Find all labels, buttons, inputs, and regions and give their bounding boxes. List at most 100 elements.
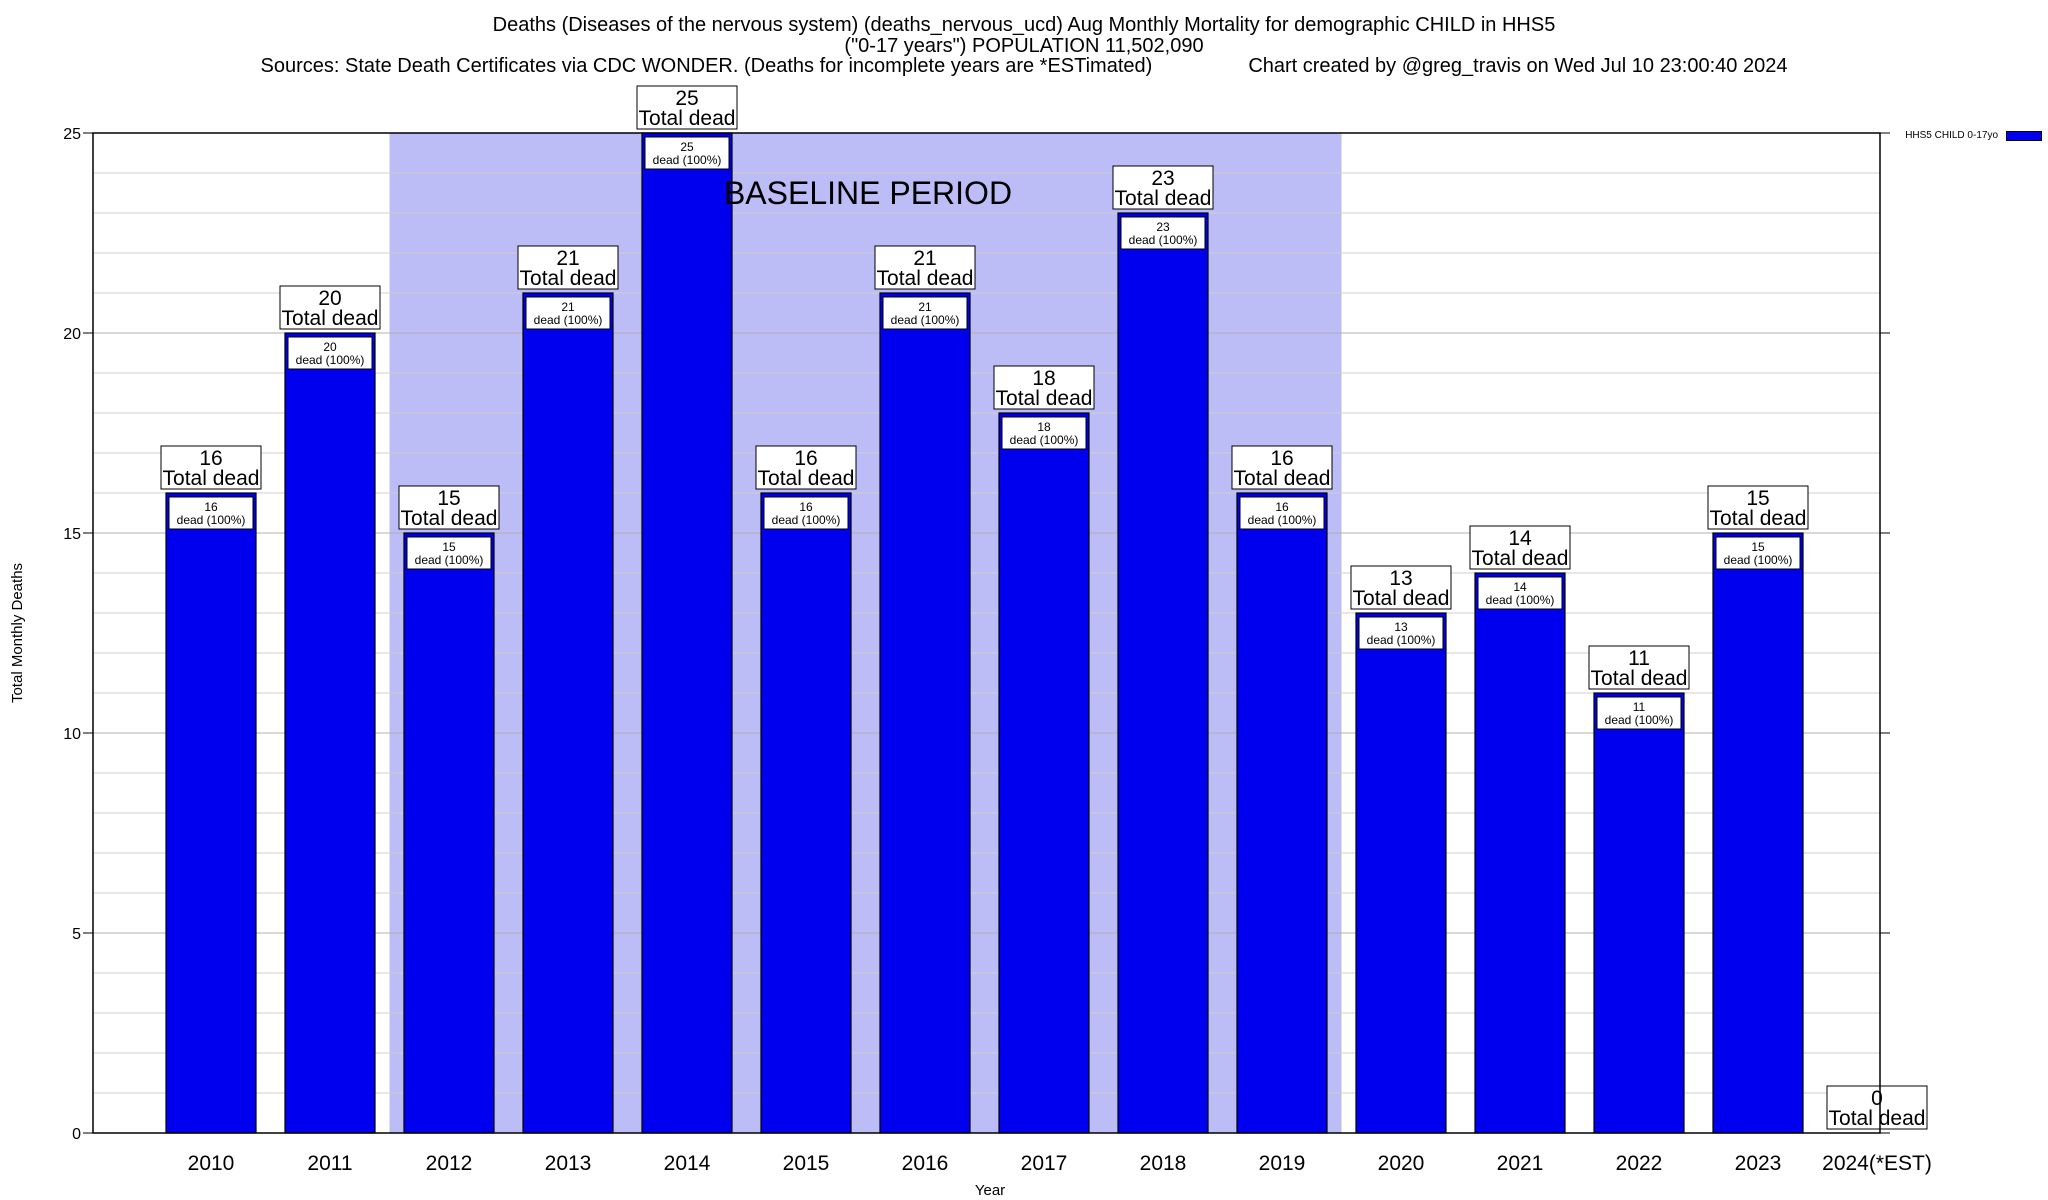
bar-top-value: 16 (1270, 447, 1293, 470)
bar (403, 532, 495, 1134)
y-tick-label: 5 (72, 926, 81, 943)
bar-top-value: 13 (1389, 567, 1412, 590)
bar-top-caption: Total dead (1710, 507, 1807, 530)
bar-top-label-box (160, 445, 262, 490)
bar-top-caption: Total dead (996, 387, 1093, 410)
bar-inner-value: 15 (442, 540, 456, 554)
bar (165, 492, 257, 1134)
bar-top-label-box (1112, 165, 1214, 210)
chart-sources-line: Sources: State Death Certificates via CD… (0, 55, 2048, 77)
bar-top-caption: Total dead (639, 107, 736, 130)
bar-top-caption: Total dead (1472, 547, 1569, 570)
chart-sources: Sources: State Death Certificates via CD… (260, 55, 1153, 77)
bar (641, 132, 733, 1134)
y-tick-label: 15 (63, 526, 81, 543)
legend-label: HHS5 CHILD 0-17yo (1905, 130, 1998, 141)
bar-top-caption: Total dead (1234, 467, 1331, 490)
bar-inner-caption: dead (100%) (891, 313, 960, 327)
bar-top-label-box (279, 285, 381, 330)
bar-top-caption: Total dead (520, 267, 617, 290)
bar-inner-label-box (1120, 216, 1206, 250)
bar-inner-caption: dead (100%) (415, 553, 484, 567)
bar-top-label-box (993, 365, 1095, 410)
chart-title-line2: ("0-17 years") POPULATION 11,502,090 (844, 35, 1204, 57)
bar-inner-value: 16 (1275, 500, 1289, 514)
x-tick-label: 2024(*EST) (1822, 1152, 1932, 1175)
bar-top-label-box (1350, 565, 1452, 610)
x-tick-label: 2023 (1735, 1152, 1782, 1175)
bar-inner-label-box (882, 296, 968, 330)
bar-top-label-box (1588, 645, 1690, 690)
bar-inner-caption: dead (100%) (1248, 513, 1317, 527)
bar (1355, 612, 1447, 1134)
bar-inner-label-box (763, 496, 849, 530)
bar-inner-label-box (406, 536, 492, 570)
bar-top-caption: Total dead (1115, 187, 1212, 210)
bar (1593, 692, 1685, 1134)
bar-inner-label-box (644, 136, 730, 170)
bar-inner-caption: dead (100%) (1724, 553, 1793, 567)
bar-inner-caption: dead (100%) (177, 513, 246, 527)
x-tick-label: 2016 (902, 1152, 949, 1175)
bar-top-value: 23 (1151, 167, 1174, 190)
bar-inner-label-box (1596, 696, 1682, 730)
chart-credit: Chart created by @greg_travis on Wed Jul… (1248, 55, 1788, 77)
bar-inner-value: 20 (323, 340, 337, 354)
bar-inner-label-box (1477, 576, 1563, 610)
bar-inner-label-box (525, 296, 611, 330)
bar-inner-value: 25 (680, 140, 694, 154)
bar-top-label-box (517, 245, 619, 290)
bar-top-value: 14 (1508, 527, 1532, 550)
x-axis-title: Year (975, 1182, 1005, 1199)
bar-top-label-box (1231, 445, 1333, 490)
bar-inner-value: 11 (1633, 700, 1646, 714)
x-tick-label: 2010 (188, 1152, 235, 1175)
x-tick-label: 2022 (1616, 1152, 1663, 1175)
bar-top-caption: Total dead (758, 467, 855, 490)
y-tick-label: 0 (72, 1126, 81, 1143)
y-tick-label: 10 (63, 726, 81, 743)
bar-inner-caption: dead (100%) (1605, 713, 1674, 727)
bar (998, 412, 1090, 1134)
bar (760, 492, 852, 1134)
bar-inner-value: 15 (1751, 540, 1765, 554)
bar (522, 292, 614, 1134)
bar-top-value: 11 (1628, 647, 1650, 670)
bar-inner-caption: dead (100%) (1010, 433, 1079, 447)
bar-top-caption: Total dead (282, 307, 379, 330)
bar-top-label-box (874, 245, 976, 290)
bar-inner-label-box (287, 336, 373, 370)
x-tick-label: 2019 (1259, 1152, 1306, 1175)
x-tick-label: 2021 (1497, 1152, 1544, 1175)
bar-inner-caption: dead (100%) (534, 313, 603, 327)
y-tick-label: 20 (63, 326, 81, 343)
bar-top-value: 18 (1032, 367, 1055, 390)
bar-inner-label-box (1239, 496, 1325, 530)
bar-top-label-box (1826, 1085, 1928, 1130)
bar-inner-label-box (168, 496, 254, 530)
y-axis-title: Total Monthly Deaths (9, 563, 26, 703)
x-tick-label: 2018 (1140, 1152, 1187, 1175)
bar-top-label-box (755, 445, 857, 490)
bar-inner-value: 21 (561, 300, 575, 314)
bar-inner-caption: dead (100%) (772, 513, 841, 527)
y-tick-label: 25 (63, 126, 81, 143)
grid-layer (93, 172, 1880, 1094)
bar-inner-caption: dead (100%) (296, 353, 365, 367)
bar-top-value: 21 (913, 247, 936, 270)
bar (879, 292, 971, 1134)
bar-top-label-box (1707, 485, 1809, 530)
x-tick-label: 2013 (545, 1152, 592, 1175)
bar-top-value: 16 (199, 447, 222, 470)
x-tick-label: 2015 (783, 1152, 830, 1175)
chart-title-line1: Deaths (Diseases of the nervous system) … (492, 14, 1556, 36)
bar-inner-value: 16 (799, 500, 813, 514)
plot-frame (92, 132, 1881, 1134)
bar-top-label-box (398, 485, 500, 530)
bar-top-value: 21 (556, 247, 579, 270)
bar-inner-caption: dead (100%) (1367, 633, 1436, 647)
bar-top-caption: Total dead (163, 467, 260, 490)
